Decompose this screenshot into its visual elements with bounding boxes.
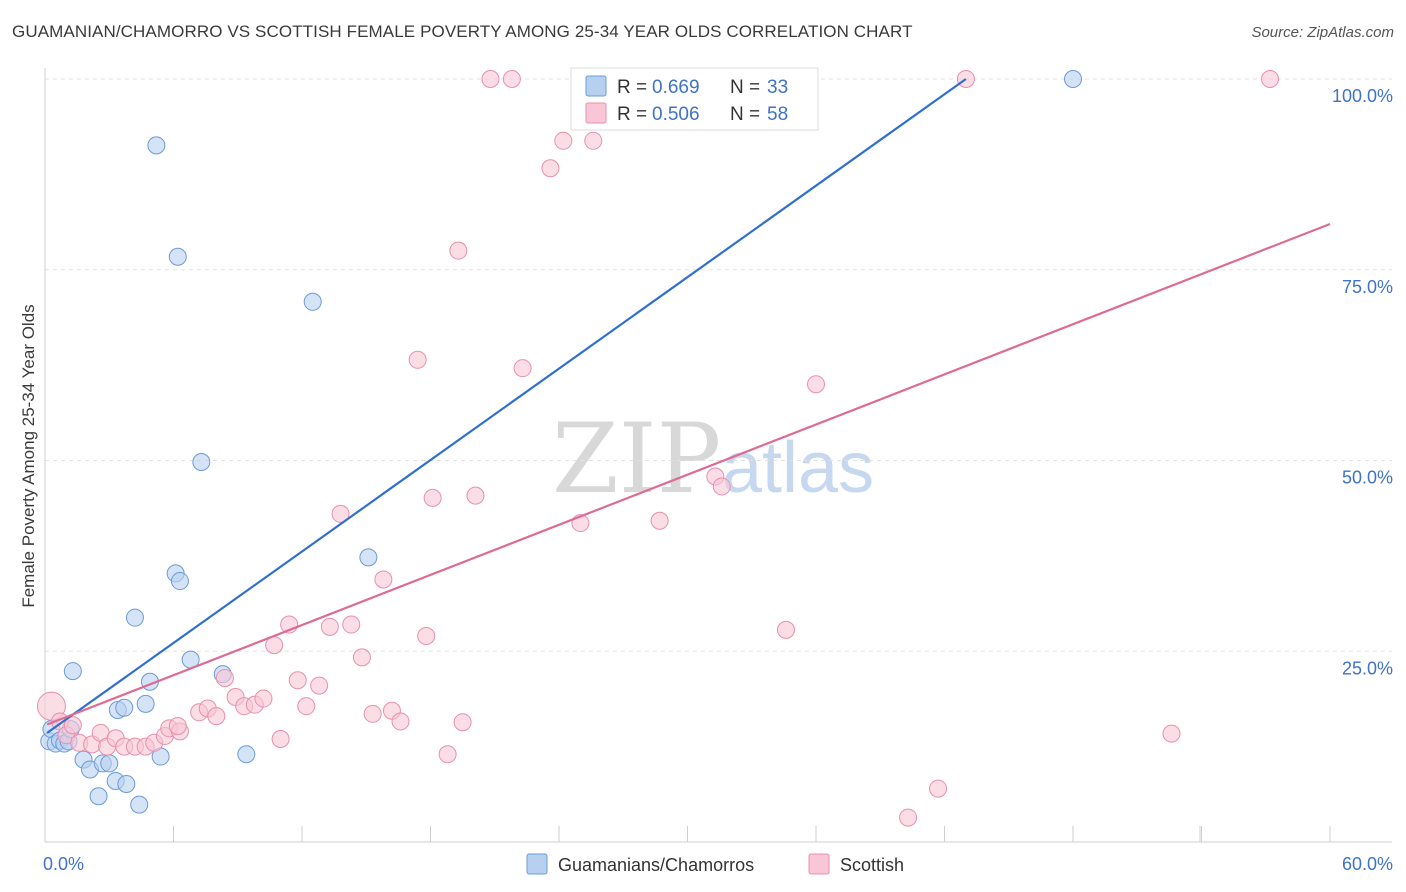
scottish-point bbox=[423, 488, 442, 507]
x-tick-label-min: 0.0% bbox=[43, 854, 84, 874]
scottish-point bbox=[650, 511, 669, 530]
guamanians-point bbox=[147, 136, 166, 155]
scottish-point bbox=[288, 671, 307, 690]
y-tick-label: 25.0% bbox=[1342, 658, 1393, 678]
legend-r-value-0: 0.669 bbox=[652, 77, 700, 98]
scottish-point bbox=[391, 712, 410, 731]
scottish-point bbox=[297, 697, 316, 716]
guamanians-point bbox=[168, 247, 187, 266]
scottish-point bbox=[363, 704, 382, 723]
guamanians-point bbox=[303, 292, 322, 311]
legend-box bbox=[570, 67, 819, 131]
y-tick-label: 50.0% bbox=[1342, 468, 1393, 488]
scottish-point bbox=[453, 713, 472, 732]
scottish-point bbox=[1261, 70, 1280, 88]
guamanians-point bbox=[359, 548, 378, 567]
scottish-point bbox=[584, 131, 603, 150]
y-tick-label: 100.0% bbox=[1332, 86, 1393, 106]
chart-source: Source: ZipAtlas.com bbox=[1251, 24, 1394, 41]
series-legend: Guamanians/Chamorros Scottish bbox=[526, 853, 904, 875]
scottish-point bbox=[215, 668, 234, 687]
legend-n-label-0: N = bbox=[730, 77, 760, 98]
guamanians-point bbox=[89, 787, 108, 806]
scottish-point bbox=[254, 689, 273, 708]
scottish-point bbox=[63, 716, 82, 735]
legend-n-label-1: N = bbox=[730, 104, 760, 125]
scottish-point bbox=[374, 570, 393, 589]
scottish-point bbox=[466, 486, 485, 505]
guamanians-trend-line bbox=[46, 78, 967, 734]
scottish-point bbox=[417, 626, 436, 645]
scottish-point bbox=[554, 131, 573, 150]
scottish-point bbox=[271, 729, 290, 748]
scottish-point bbox=[807, 375, 825, 394]
legend-r-value-1: 0.506 bbox=[652, 104, 700, 125]
guamanians-point bbox=[125, 608, 144, 627]
guamanians-point bbox=[130, 795, 149, 814]
y-tick-labels: 25.0% 50.0% 75.0% 100.0% bbox=[1332, 86, 1393, 678]
watermark-zip: ZIP bbox=[552, 403, 721, 515]
scottish-point bbox=[310, 676, 329, 695]
guamanians-point bbox=[237, 745, 256, 764]
scottish-point bbox=[331, 504, 350, 523]
guamanians-point bbox=[170, 572, 189, 591]
x-tick-label-max: 60.0% bbox=[1342, 854, 1393, 874]
scottish-point bbox=[712, 477, 731, 496]
scottish-point bbox=[207, 707, 226, 726]
guamanians-point bbox=[1064, 70, 1082, 88]
scottish-point bbox=[168, 717, 187, 736]
scottish-point bbox=[513, 359, 532, 378]
scottish-trend-line bbox=[46, 222, 1331, 726]
legend-swatch-guamanians bbox=[585, 75, 607, 97]
guamanians-point bbox=[100, 754, 119, 773]
scottish-point bbox=[408, 350, 427, 369]
scottish-point bbox=[342, 615, 361, 634]
guamanians-point bbox=[63, 662, 82, 681]
chart-title: GUAMANIAN/CHAMORRO VS SCOTTISH FEMALE PO… bbox=[12, 22, 913, 41]
bottom-legend-swatch-guamanians bbox=[526, 853, 548, 875]
scottish-point bbox=[929, 779, 948, 798]
legend-n-value-0: 33 bbox=[767, 77, 788, 98]
scottish-point bbox=[541, 159, 560, 178]
scottish-point bbox=[502, 70, 521, 88]
scottish-point bbox=[1162, 724, 1181, 743]
bottom-legend-label-scottish: Scottish bbox=[840, 855, 904, 875]
guamanians-point bbox=[192, 453, 211, 472]
scottish-point bbox=[438, 745, 457, 764]
gridlines bbox=[45, 78, 1392, 652]
legend-swatch-scottish bbox=[585, 102, 607, 124]
watermark-atlas: atlas bbox=[722, 428, 874, 508]
legend-r-label-1: R = bbox=[617, 104, 647, 125]
trend-lines bbox=[46, 78, 1331, 734]
scottish-point bbox=[777, 620, 796, 639]
legend-n-value-1: 58 bbox=[767, 104, 788, 125]
guamanians-point bbox=[117, 775, 136, 794]
guamanians-point bbox=[115, 698, 134, 717]
bottom-legend-swatch-scottish bbox=[808, 853, 830, 875]
y-axis-title: Female Poverty Among 25-34 Year Olds bbox=[19, 304, 38, 607]
bottom-legend-label-guamanians: Guamanians/Chamorros bbox=[558, 855, 754, 875]
scottish-point bbox=[481, 70, 500, 88]
scottish-point bbox=[449, 241, 468, 260]
legend-r-label-0: R = bbox=[617, 77, 647, 98]
scottish-point bbox=[352, 648, 371, 667]
y-tick-label: 75.0% bbox=[1342, 277, 1393, 297]
scottish-point bbox=[899, 808, 918, 827]
x-ticks bbox=[44, 826, 1331, 842]
guamanians-point bbox=[136, 694, 155, 713]
correlation-legend: R = 0.669 N = 33 R = 0.506 N = 58 bbox=[570, 67, 819, 131]
scottish-point bbox=[320, 617, 339, 636]
watermark: ZIP atlas bbox=[552, 403, 874, 515]
